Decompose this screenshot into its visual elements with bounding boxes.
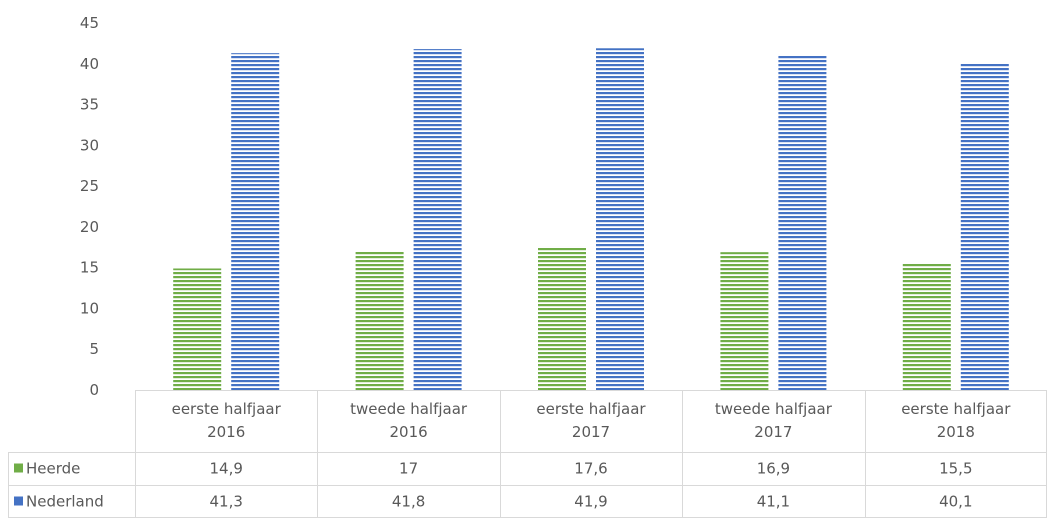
y-tick-label-5: 25 [80,177,99,195]
data-table-grid [8,390,1047,518]
y-tick-label-4: 20 [80,218,99,236]
bar-heerde-2 [538,246,586,390]
table-value-heerde-1: 17 [399,460,418,478]
bar-nederland-1 [413,49,462,390]
bar-nederland-3 [778,54,827,390]
bar-heerde-0 [173,268,222,390]
category-label-2: eerste halfjaar 2017 [536,400,646,441]
table-value-nederland-0: 41,3 [209,493,242,511]
legend-key-heerde [14,463,23,473]
bar-heerde-3 [720,252,769,390]
y-axis-tick-labels: 0 5 10 15 20 25 30 35 40 45 [80,14,99,399]
y-tick-label-8: 40 [80,55,99,73]
bar-nederland-2 [596,48,644,390]
y-tick-label-3: 15 [80,259,99,277]
y-tick-label-1: 5 [89,340,99,358]
y-tick-label-7: 35 [80,96,99,114]
bars [173,48,1009,391]
legend-key-nederland [14,496,23,506]
bar-heerde-4 [902,263,951,390]
data-table-text: eerste halfjaar 2016 tweede halfjaar 2016 ee… [14,400,1011,511]
series-name-heerde: Heerde [26,460,80,478]
y-tick-label-6: 30 [80,136,99,154]
table-value-nederland-4: 40,1 [939,493,972,511]
table-value-nederland-1: 41,8 [392,493,425,511]
table-value-nederland-2: 41,9 [574,493,607,511]
y-tick-label-2: 10 [80,299,99,317]
category-label-3: tweede halfjaar 2017 [715,400,833,441]
table-value-heerde-0: 14,9 [209,460,242,478]
table-value-heerde-2: 17,6 [574,460,607,478]
category-label-4: eerste halfjaar 2018 [901,400,1011,441]
bar-nederland-0 [231,53,280,390]
bar-nederland-4 [960,62,1009,391]
table-value-nederland-3: 41,1 [757,493,790,511]
y-tick-label-9: 45 [80,14,99,32]
category-label-1: tweede halfjaar 2016 [350,400,468,441]
y-tick-label-0: 0 [89,381,99,399]
series-name-nederland: Nederland [26,493,104,511]
table-value-heerde-4: 15,5 [939,460,972,478]
table-value-heerde-3: 16,9 [757,460,790,478]
category-label-0: eerste halfjaar 2016 [172,400,282,441]
bar-heerde-1 [355,251,404,390]
